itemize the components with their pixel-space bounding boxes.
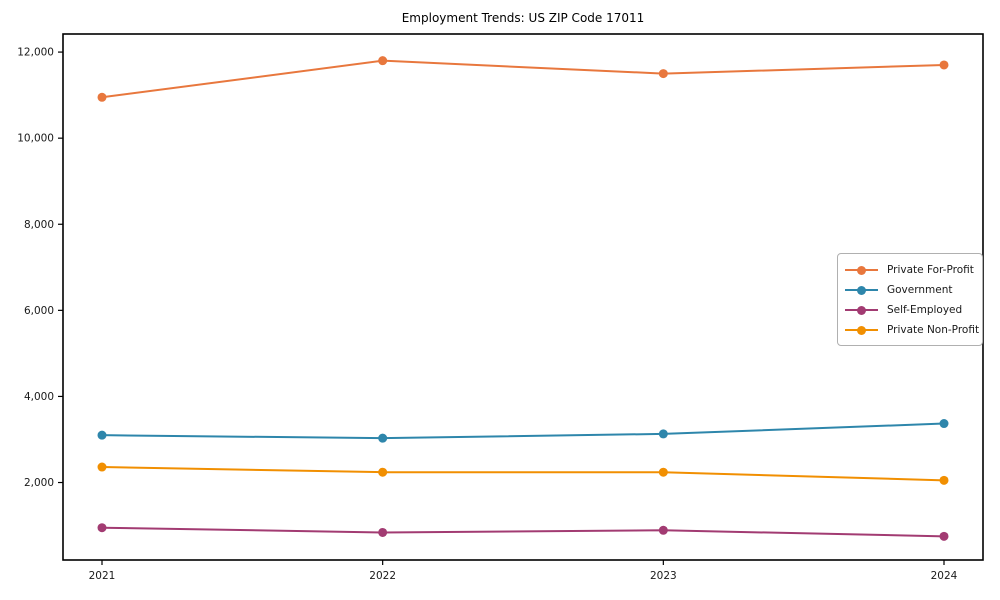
data-point-private-non-profit-2022 xyxy=(378,467,388,477)
data-point-private-non-profit-2023 xyxy=(658,467,668,477)
y-axis-tick-label: 12,000 xyxy=(17,47,54,59)
line-series-private-for-profit xyxy=(101,59,945,99)
data-point-private-non-profit-2021 xyxy=(97,462,107,472)
data-point-self-employed-2022 xyxy=(378,527,388,537)
legend-swatch-icon xyxy=(845,265,878,275)
y-axis-tick-label: 2,000 xyxy=(24,477,54,489)
x-axis-tick-label: 2022 xyxy=(369,570,396,582)
legend-item-private-for-profit: Private For-Profit xyxy=(845,260,975,280)
legend-item-private-non-profit: Private Non-Profit xyxy=(845,320,979,340)
legend-label: Private For-Profit xyxy=(887,264,974,276)
data-point-private-non-profit-2024 xyxy=(939,475,949,485)
legend: Private For-Profit Government Self-Employe… xyxy=(837,253,983,346)
line-series-self-employed xyxy=(101,526,945,538)
x-axis-tick-label: 2024 xyxy=(931,570,958,582)
y-axis-tick-label: 6,000 xyxy=(24,305,54,317)
legend-item-self-employed: Self-Employed xyxy=(845,300,975,320)
data-point-self-employed-2024 xyxy=(939,531,949,541)
y-axis-tick-label: 4,000 xyxy=(24,391,54,403)
legend-swatch-icon xyxy=(845,285,878,295)
data-point-private-for-profit-2024 xyxy=(939,60,949,70)
legend-swatch-icon xyxy=(845,325,878,335)
data-point-private-for-profit-2023 xyxy=(658,69,668,79)
data-point-government-2024 xyxy=(939,419,949,429)
data-point-government-2023 xyxy=(658,429,668,439)
x-axis-tick-label: 2023 xyxy=(650,570,677,582)
legend-label: Private Non-Profit xyxy=(887,324,980,336)
line-series-government xyxy=(101,422,945,440)
legend-label: Self-Employed xyxy=(887,304,963,316)
chart-title: Employment Trends: US ZIP Code 17011 xyxy=(401,11,645,25)
y-axis-tick-label: 10,000 xyxy=(17,133,54,145)
x-axis-tick-label: 2021 xyxy=(89,570,116,582)
line-series-private-non-profit xyxy=(101,466,945,482)
legend-label: Government xyxy=(887,284,953,296)
data-point-private-for-profit-2022 xyxy=(378,56,388,66)
data-point-government-2021 xyxy=(97,430,107,440)
data-point-self-employed-2023 xyxy=(658,525,668,535)
plot-frame xyxy=(62,33,984,561)
y-axis-tick-label: 8,000 xyxy=(24,219,54,231)
legend-swatch-icon xyxy=(845,305,878,315)
data-point-government-2022 xyxy=(378,433,388,443)
data-point-self-employed-2021 xyxy=(97,523,107,533)
legend-item-government: Government xyxy=(845,280,975,300)
data-point-private-for-profit-2021 xyxy=(97,92,107,102)
